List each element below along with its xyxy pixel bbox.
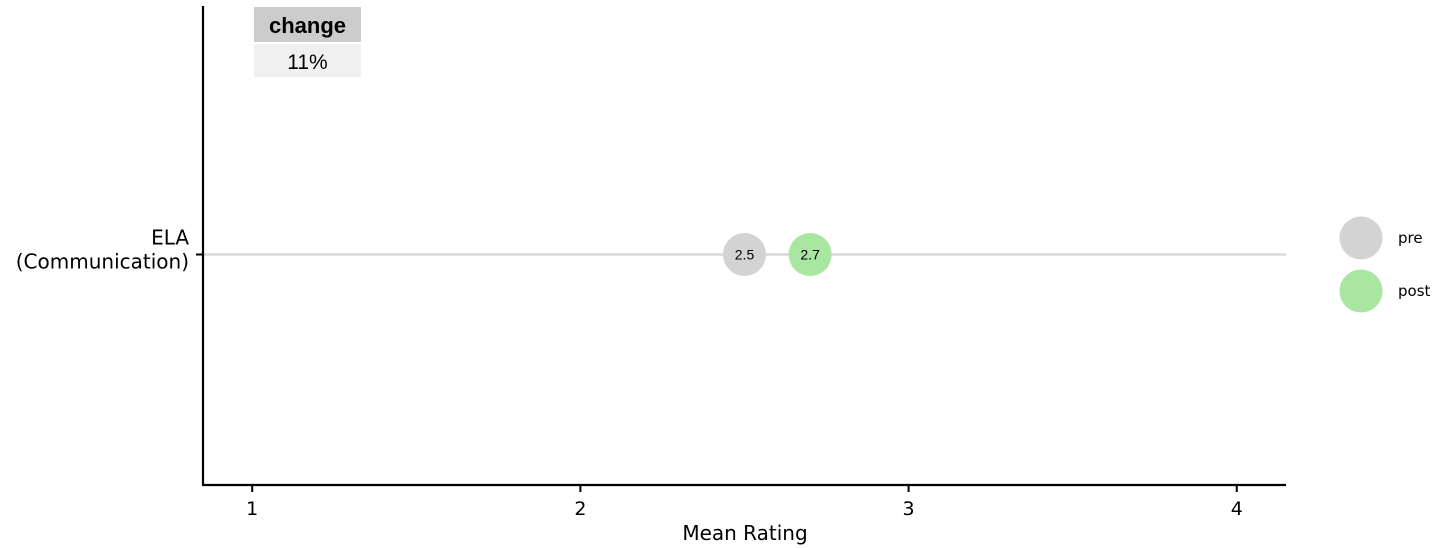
dot-label-pre: 2.5 [735, 247, 755, 263]
change-header: change [269, 13, 346, 38]
change-value: 11% [287, 51, 327, 74]
y-axis-categories: ELA (Communication) [16, 226, 203, 274]
y-category-label: ELA (Communication) [16, 226, 190, 274]
x-tick-label: 3 [903, 498, 915, 520]
change-table: change 11% [254, 7, 361, 77]
dot-pre [723, 233, 766, 276]
dot-post [788, 233, 832, 276]
x-tick-label: 1 [246, 498, 258, 520]
dot-label-post: 2.7 [800, 247, 820, 263]
x-tick-label: 4 [1231, 498, 1243, 520]
legend-key-pre [1339, 216, 1383, 260]
plot-area: 2.5 2.7 [203, 233, 1286, 276]
legend-label-pre: pre [1398, 229, 1423, 247]
change-header-bg [254, 7, 361, 42]
change-value-bg [254, 44, 361, 77]
legend: pre post [1339, 216, 1431, 313]
x-axis-ticks: 1 2 3 4 [246, 485, 1243, 520]
legend-label-post: post [1398, 282, 1431, 300]
x-tick-label: 2 [574, 498, 586, 520]
x-axis-title: Mean Rating [682, 521, 807, 545]
legend-key-post [1339, 269, 1383, 313]
